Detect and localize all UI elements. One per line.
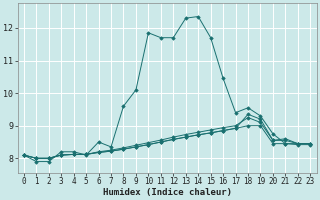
X-axis label: Humidex (Indice chaleur): Humidex (Indice chaleur) [103, 188, 232, 197]
